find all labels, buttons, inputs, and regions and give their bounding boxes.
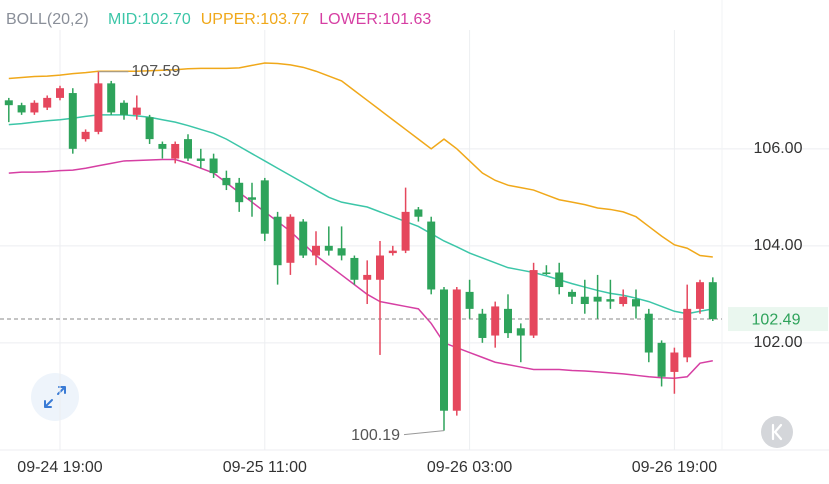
- low-label: 100.19: [351, 427, 400, 444]
- candle-body: [337, 248, 346, 256]
- candle-body: [619, 296, 628, 305]
- legend-entry: UPPER:103.77: [201, 11, 310, 28]
- candle-body: [683, 308, 692, 358]
- candle-body: [132, 107, 141, 115]
- candle-body: [312, 245, 320, 256]
- candle-body: [56, 88, 64, 98]
- high-label: 107.59: [131, 63, 180, 80]
- candle-body: [427, 221, 436, 290]
- candle-body: [542, 272, 551, 274]
- candle-body: [43, 97, 52, 108]
- candle-body: [196, 158, 205, 161]
- candle-body: [529, 270, 538, 336]
- candle-body: [363, 274, 372, 280]
- candle-body: [273, 216, 282, 266]
- candle-body: [440, 289, 448, 411]
- scroll-to-latest-button[interactable]: [761, 416, 793, 448]
- candle-body: [504, 308, 512, 334]
- y-tick-label: 102.00: [754, 334, 803, 351]
- expand-button[interactable]: [31, 373, 79, 421]
- candle-body: [248, 197, 256, 200]
- candle-body: [414, 209, 423, 217]
- candle-body: [657, 342, 666, 377]
- last-price-label: 102.49: [752, 311, 801, 328]
- candle-body: [30, 102, 39, 113]
- candle-body: [670, 352, 679, 372]
- candle-body: [107, 83, 116, 113]
- candle-body: [158, 143, 167, 149]
- candle-body: [68, 93, 77, 149]
- candle-body: [593, 296, 602, 302]
- low-leader: [403, 430, 445, 436]
- candle-body: [171, 143, 180, 159]
- x-tick-label: 09-24 19:00: [17, 459, 103, 476]
- candle-body: [401, 211, 410, 251]
- candle-body: [491, 306, 500, 336]
- x-tick-label: 09-26 19:00: [632, 459, 718, 476]
- legend: MID:102.70 UPPER:103.77 LOWER:101.63: [108, 11, 431, 28]
- x-tick-label: 09-25 11:00: [223, 459, 307, 476]
- candle-body: [388, 250, 397, 254]
- candle-body: [4, 100, 13, 106]
- candle-body: [209, 158, 218, 174]
- boll-line: [8, 114, 713, 315]
- y-tick-label: 106.00: [754, 140, 803, 157]
- legend-entry: LOWER:101.63: [319, 11, 431, 28]
- last-price-box: [728, 307, 828, 332]
- candle-body: [516, 328, 525, 336]
- candle-body: [632, 299, 640, 307]
- candle-body: [555, 272, 564, 288]
- candle-body: [324, 245, 333, 251]
- candle-body: [184, 139, 192, 159]
- candle-body: [644, 313, 653, 353]
- candle-body: [452, 289, 461, 411]
- y-tick-label: 104.00: [754, 237, 803, 254]
- candle-body: [235, 182, 244, 203]
- indicator-label: BOLL(20,2): [6, 11, 89, 28]
- candle-body: [260, 180, 269, 234]
- candle-body: [94, 83, 103, 132]
- x-tick-label: 09-26 03:00: [427, 459, 513, 476]
- candle-body: [696, 282, 704, 309]
- candle-body: [580, 296, 589, 305]
- candle-body: [17, 105, 26, 113]
- candle-body: [222, 177, 231, 186]
- candle-body: [120, 102, 128, 115]
- candle-body: [606, 299, 615, 302]
- candle-body: [708, 282, 717, 320]
- candle-body: [376, 255, 384, 280]
- candle-body: [568, 291, 576, 297]
- legend-entry: MID:102.70: [108, 11, 191, 28]
- candle-body: [350, 257, 359, 280]
- candle-body: [286, 216, 295, 263]
- boll-line: [8, 158, 713, 379]
- candle-body: [465, 291, 474, 309]
- candle-body: [145, 117, 154, 140]
- candle-body: [478, 313, 487, 338]
- candle-body: [299, 221, 308, 256]
- candle-body: [81, 131, 90, 140]
